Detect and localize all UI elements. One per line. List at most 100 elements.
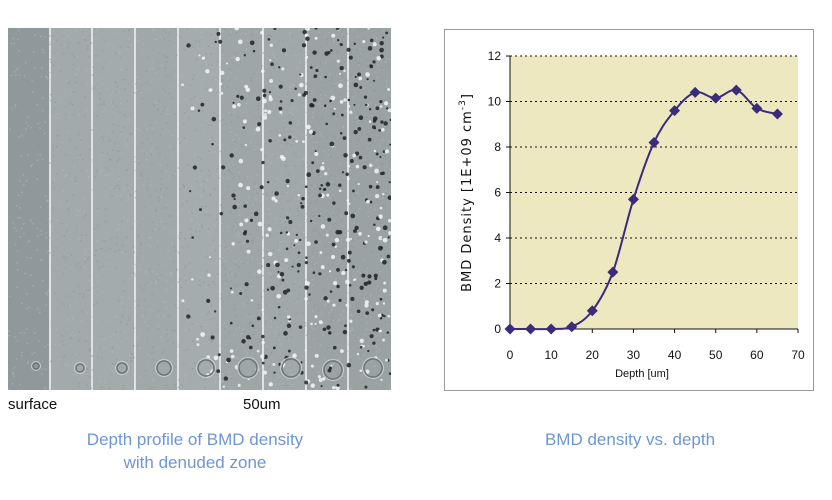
- bmd-defect-spot: [237, 103, 241, 107]
- micrograph-grain: [108, 119, 110, 121]
- micrograph-grain: [53, 186, 56, 189]
- micrograph-grain: [40, 230, 42, 232]
- bmd-defect-spot: [266, 288, 270, 291]
- micrograph-grain: [71, 316, 73, 318]
- micrograph-grain: [388, 159, 391, 162]
- micrograph-grain: [307, 50, 309, 53]
- micrograph-grain: [16, 216, 19, 219]
- micrograph-grain: [294, 165, 297, 167]
- micrograph-grain: [58, 116, 61, 119]
- micrograph-grain: [352, 126, 354, 128]
- micrograph-grain: [71, 103, 73, 105]
- bmd-defect-spot: [362, 345, 365, 348]
- micrograph-grain: [305, 82, 307, 84]
- micrograph-grain: [165, 157, 167, 159]
- micrograph-grain: [104, 186, 106, 188]
- micrograph-grain: [334, 222, 336, 225]
- micrograph-grain: [38, 340, 40, 342]
- micrograph-grain: [49, 58, 51, 61]
- micrograph-grain: [242, 344, 244, 347]
- micrograph-grain: [70, 89, 73, 92]
- micrograph-grain: [312, 339, 314, 341]
- micrograph-grain: [25, 245, 27, 248]
- micrograph-grain: [146, 57, 148, 59]
- x-tick-label: 60: [750, 348, 764, 362]
- micrograph-grain: [172, 233, 175, 235]
- bmd-defect-spot: [229, 287, 232, 290]
- micrograph-grain: [236, 64, 239, 66]
- micrograph-grain: [227, 77, 229, 80]
- micrograph-grain: [128, 354, 130, 356]
- bmd-defect-spot: [284, 258, 289, 263]
- micrograph-grain: [378, 384, 381, 387]
- micrograph-grain: [13, 230, 16, 233]
- micrograph-grain: [166, 187, 168, 189]
- bmd-defect-spot: [358, 155, 363, 160]
- micrograph-grain: [15, 358, 18, 360]
- micrograph-grain: [126, 169, 128, 171]
- micrograph-grain: [42, 279, 44, 282]
- bmd-defect-spot: [293, 244, 296, 247]
- micrograph-grain: [211, 334, 213, 336]
- micrograph-grain: [259, 30, 261, 33]
- micrograph-grain: [26, 180, 28, 182]
- micrograph-grain: [89, 148, 91, 151]
- micrograph-grain: [54, 246, 57, 249]
- bmd-defect-spot: [342, 329, 348, 335]
- micrograph-grain: [235, 260, 237, 262]
- micrograph-grain: [189, 84, 191, 87]
- bmd-defect-spot: [338, 183, 342, 187]
- data-point-diamond: [751, 102, 763, 114]
- micrograph-grain: [293, 283, 295, 285]
- micrograph-grain: [144, 340, 146, 343]
- micrograph-grain: [370, 216, 372, 218]
- micrograph-grain: [290, 246, 293, 249]
- micrograph-grain: [389, 101, 391, 103]
- micrograph-grain: [119, 180, 121, 182]
- micrograph-grain: [277, 241, 279, 244]
- micrograph-grain: [341, 83, 344, 85]
- bmd-defect-spot: [379, 54, 384, 59]
- micrograph-grain: [239, 98, 241, 100]
- micrograph-grain: [37, 175, 40, 177]
- micrograph-grain: [78, 66, 80, 69]
- bmd-defect-spot: [332, 303, 336, 307]
- micrograph-grain: [319, 153, 321, 155]
- micrograph-grain: [34, 67, 36, 70]
- micrograph-grain: [163, 29, 165, 31]
- micrograph-grain: [240, 332, 242, 335]
- bmd-defect-spot: [299, 238, 302, 242]
- bmd-defect-spot: [197, 109, 201, 112]
- micrograph-grain: [324, 81, 327, 84]
- micrograph-grain: [313, 328, 315, 330]
- micrograph-grain: [67, 203, 69, 206]
- micrograph-grain: [176, 269, 178, 271]
- micrograph-grain: [116, 236, 119, 239]
- micrograph-grain: [84, 261, 86, 264]
- micrograph-grain: [226, 186, 228, 188]
- micrograph-grain: [256, 174, 258, 176]
- micrograph-strip: [8, 28, 50, 390]
- micrograph-grain: [68, 111, 71, 114]
- micrograph-grain: [264, 155, 266, 157]
- micrograph-grain: [266, 102, 268, 104]
- micrograph-grain: [99, 134, 101, 137]
- x-tick-label: 40: [668, 348, 682, 362]
- micrograph-grain: [19, 332, 22, 334]
- micrograph-grain: [23, 332, 26, 334]
- micrograph-grain: [388, 97, 391, 99]
- micrograph-grain: [139, 375, 142, 378]
- micrograph-grain: [11, 181, 13, 183]
- micrograph-grain: [340, 282, 342, 285]
- data-point-diamond: [689, 86, 701, 98]
- micrograph-grain: [313, 222, 316, 225]
- micrograph-grain: [284, 54, 287, 56]
- micrograph-grain: [128, 297, 130, 299]
- micrograph-grain: [16, 377, 19, 380]
- micrograph-grain: [13, 42, 15, 45]
- bmd-defect-spot: [229, 349, 234, 353]
- micrograph-grain: [367, 65, 369, 68]
- micrograph-grain: [337, 358, 340, 361]
- bmd-defect-spot: [271, 196, 276, 201]
- micrograph-grain: [175, 150, 177, 153]
